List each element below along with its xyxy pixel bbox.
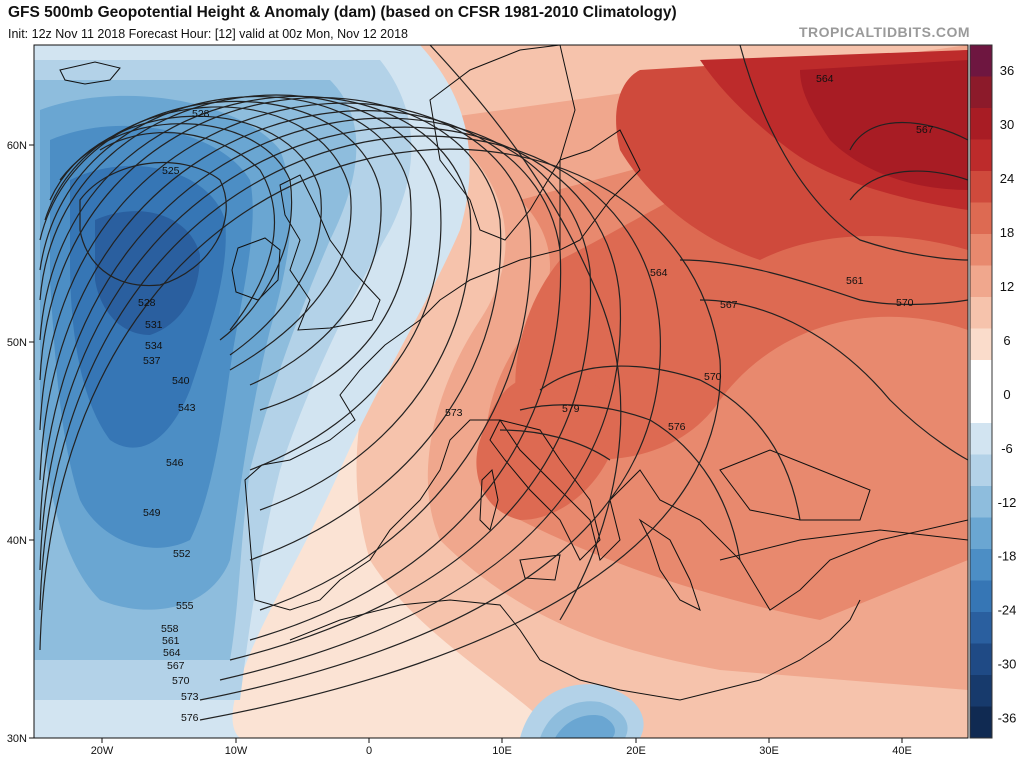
coastlines [59,45,968,701]
colorbar-swatch [970,297,992,329]
colorbar-label: 30 [1000,117,1014,132]
contour-label: 576 [668,421,686,433]
colorbar-labels: 36 30 24 18 12 6 0 -6 -12 -18 -24 -30 -36 [998,63,1017,726]
map-frame [33,44,969,739]
lon-label: 40E [892,745,912,757]
colorbar-swatch [970,76,992,109]
lat-label: 50N [7,337,27,349]
colorbar-label: -24 [998,603,1017,618]
colorbar-swatch [970,108,992,140]
colorbar-label: -36 [998,711,1017,726]
colorbar-swatch [970,171,992,203]
lon-label: 0 [366,745,372,757]
lon-label: 20E [626,745,646,757]
colorbar-swatch [970,706,992,739]
contour-label: 525 [162,165,180,177]
contour-label: 570 [896,297,914,309]
colorbar-swatch [970,612,992,644]
contour-label: 540 [172,375,190,387]
lon-label: 10W [225,745,248,757]
colorbar-label: -30 [998,657,1017,672]
contour-label: 561 [846,275,864,287]
colorbar-frame [969,44,993,739]
anomaly-colorbar [969,44,993,739]
contour-label: 552 [173,548,191,560]
contour-label: 543 [178,402,196,414]
contour-label: 555 [176,600,194,612]
contour-label: 528 [192,108,210,120]
contour-label: 537 [143,355,161,367]
anomaly-field [34,45,968,738]
contour-label: 564 [163,647,181,659]
map-title: GFS 500mb Geopotential Height & Anomaly … [8,4,677,21]
colorbar-swatch [970,454,992,487]
height-contours [39,45,968,721]
colorbar-label: 18 [1000,225,1014,240]
contour-label: 567 [916,124,934,136]
colorbar-swatch [970,139,992,172]
colorbar-swatch [970,643,992,676]
contour-label: 573 [445,407,463,419]
lat-label: 40N [7,535,27,547]
contour-label: 573 [181,691,199,703]
colorbar-swatch [970,265,992,298]
colorbar-label: -6 [1001,441,1013,456]
colorbar-swatch [970,517,992,550]
colorbar-swatch [970,549,992,581]
contour-label: 570 [172,675,190,687]
colorbar-label: 24 [1000,171,1014,186]
contour-label: 576 [181,712,199,724]
lat-label: 30N [7,733,27,745]
latitude-axis: 60N 50N 40N 30N [7,140,34,745]
contour-label: 567 [720,299,738,311]
colorbar-swatch [970,391,992,424]
brand-watermark[interactable]: TROPICALTIDBITS.COM [798,24,970,40]
colorbar-label: 36 [1000,63,1014,78]
contour-label: 561 [162,635,180,647]
colorbar-swatch [970,360,992,392]
colorbar-label: 0 [1003,387,1010,402]
lat-label: 60N [7,140,27,152]
lon-label: 10E [492,745,512,757]
colorbar-swatch [970,486,992,518]
colorbar-swatch [970,202,992,235]
contour-label: 570 [704,371,722,383]
lon-label: 30E [759,745,779,757]
colorbar-swatch [970,675,992,707]
colorbar-swatch [970,423,992,455]
contour-label: 549 [143,507,161,519]
longitude-axis: 20W 10W 0 10E 20E 30E 40E [91,738,912,757]
colorbar-swatch [970,580,992,613]
colorbar-swatch [970,234,992,266]
map-subtitle: Init: 12z Nov 11 2018 Forecast Hour: [12… [8,27,408,41]
colorbar-swatch [970,45,992,77]
contour-label: 564 [816,73,834,85]
colorbar-label: -18 [998,549,1017,564]
contour-label: 564 [650,267,668,279]
contour-label: 579 [562,403,580,415]
colorbar-label: 6 [1003,333,1010,348]
contour-label: 531 [145,319,163,331]
colorbar-swatch [970,328,992,361]
contour-labels: 528 525 528 531 534 537 540 543 546 549 … [138,73,934,724]
lon-label: 20W [91,745,114,757]
colorbar-label: -12 [998,495,1017,510]
contour-label: 558 [161,623,179,635]
contour-label: 528 [138,297,156,309]
contour-label: 567 [167,660,185,672]
contour-label: 546 [166,457,184,469]
contour-label: 534 [145,340,163,352]
colorbar-label: 12 [1000,279,1014,294]
